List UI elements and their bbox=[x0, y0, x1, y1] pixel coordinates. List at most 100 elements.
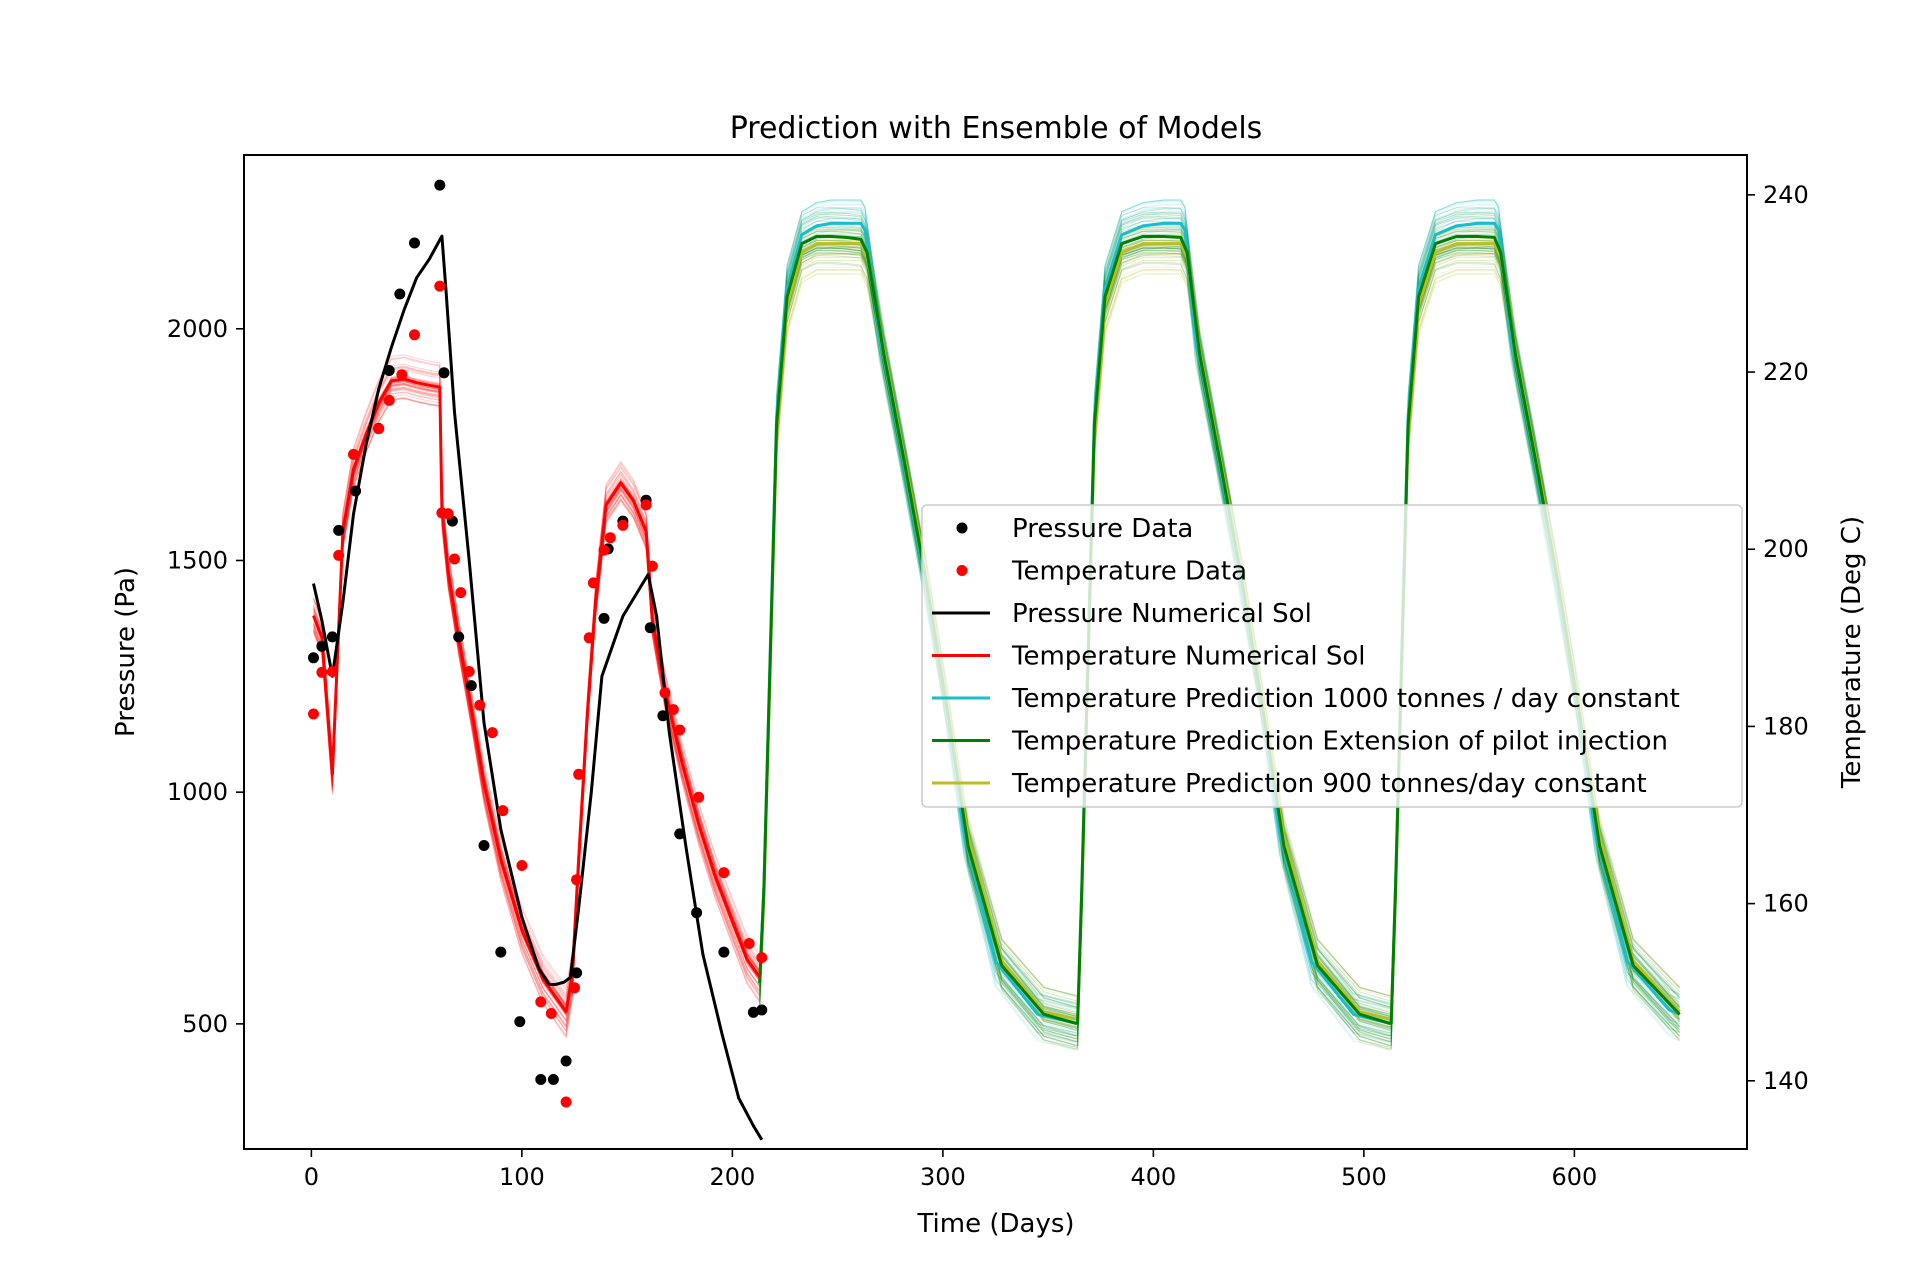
temperature-data-point bbox=[383, 394, 395, 406]
temperature-data-point bbox=[516, 860, 528, 871]
ensemble-member-line bbox=[759, 262, 1680, 1037]
temperature-data-point bbox=[667, 704, 679, 716]
pressure-data-point bbox=[350, 485, 362, 497]
ensemble-member-line bbox=[759, 208, 1680, 1026]
ensemble-member-line bbox=[759, 260, 1680, 1027]
ensemble-member-line bbox=[759, 247, 1680, 1046]
ensemble-member-line bbox=[759, 252, 1680, 1018]
temperature-data-point bbox=[326, 666, 338, 677]
ensemble-member-line bbox=[759, 249, 1680, 1025]
temperature-data-point bbox=[560, 1096, 572, 1108]
ensemble-member-line bbox=[759, 215, 1680, 1017]
pressure-data-point bbox=[644, 622, 656, 634]
temperature-data-point bbox=[640, 499, 652, 511]
ensemble-member-line bbox=[759, 250, 1680, 1050]
temperature-data-point bbox=[587, 577, 599, 589]
temperature-data-point bbox=[545, 1008, 557, 1019]
pressure-data-point bbox=[514, 1016, 526, 1028]
ensemble-member-line bbox=[759, 230, 1680, 1051]
ensemble-member-line bbox=[759, 207, 1680, 1017]
ensemble-member-line bbox=[759, 253, 1680, 1030]
legend: Pressure Data Temperature Data Pressure Nu… bbox=[921, 504, 1743, 808]
ensemble-member-line bbox=[759, 255, 1680, 1021]
ensemble-member-line bbox=[759, 245, 1680, 1029]
ensemble-member-line bbox=[759, 253, 1680, 1044]
pressure-data-point bbox=[326, 631, 338, 643]
ensemble-member-line bbox=[759, 247, 1680, 1005]
ensemble-member-line bbox=[759, 249, 1680, 1031]
pressure-data-point bbox=[756, 1004, 768, 1016]
points-layer bbox=[308, 179, 768, 1108]
temperature-data-point bbox=[535, 996, 547, 1008]
pressure-data-point bbox=[598, 612, 610, 624]
temperature-data-point bbox=[396, 369, 408, 381]
x-tick-label: 400 bbox=[1130, 1163, 1176, 1191]
ensemble-member-line bbox=[759, 199, 1680, 1012]
temperature-data-point bbox=[497, 805, 509, 817]
ensemble-member-line bbox=[759, 259, 1680, 1048]
temperature-data-point bbox=[434, 280, 446, 292]
chart-title: Prediction with Ensemble of Models bbox=[730, 111, 1263, 146]
x-tick-label: 100 bbox=[499, 1163, 545, 1191]
temperature-data-point bbox=[569, 982, 580, 994]
temperature-data-point bbox=[409, 329, 420, 341]
temperature-data-point bbox=[463, 666, 475, 677]
ensemble-member-line bbox=[759, 273, 1680, 1028]
ensemble-member-line bbox=[759, 252, 1680, 1025]
temperature-data-point bbox=[571, 874, 583, 886]
pressure-data-point bbox=[409, 237, 420, 249]
temperature-data-point bbox=[442, 508, 454, 520]
pressure-data-point bbox=[394, 288, 406, 300]
ensemble-member-line bbox=[759, 257, 1680, 1027]
ensemble-member-line bbox=[759, 217, 1680, 1029]
axes-layer: 0 100 200 300 400 500 600 500 1000 1500 2000 140 160… bbox=[167, 181, 1809, 1191]
legend-label: Pressure Data bbox=[1012, 514, 1193, 544]
temperature-data-point bbox=[693, 791, 705, 803]
ensemble-member-line bbox=[759, 269, 1680, 1039]
y-right-tick-label: 160 bbox=[1763, 890, 1809, 918]
ensemble-member-line bbox=[759, 247, 1680, 1047]
temperature-data-point bbox=[756, 952, 768, 964]
ensemble-member-line bbox=[759, 231, 1680, 997]
temperature-data-point bbox=[583, 632, 595, 644]
ensemble-member-line bbox=[759, 199, 1680, 1021]
temperature-data-point bbox=[718, 867, 730, 879]
y-left-tick-label: 1000 bbox=[167, 778, 228, 806]
temperature-data-point bbox=[373, 423, 385, 435]
y-right-tick-label: 220 bbox=[1763, 358, 1809, 386]
x-axis-label: Time (Days) bbox=[916, 1209, 1074, 1239]
y-right-tick-label: 180 bbox=[1763, 712, 1809, 740]
ensemble-member-line bbox=[759, 233, 1680, 1026]
pressure-data-point bbox=[560, 1055, 572, 1067]
pressure-data-point bbox=[547, 1074, 559, 1085]
temperature-data-point bbox=[474, 699, 486, 711]
pressure-data-point bbox=[571, 967, 583, 979]
pressure-data-point bbox=[438, 367, 450, 379]
y-left-tick-label: 1500 bbox=[167, 546, 228, 574]
ensemble-member-line bbox=[759, 213, 1680, 1008]
legend-label: Temperature Prediction 900 tonnes/day co… bbox=[1011, 769, 1647, 799]
pressure-data-point bbox=[495, 946, 507, 958]
temperature-data-point bbox=[348, 448, 359, 460]
temperature-data-point bbox=[617, 519, 629, 531]
ensemble-member-line bbox=[759, 252, 1680, 1033]
ensemble-member-line bbox=[759, 250, 1680, 1050]
ensemble-member-line bbox=[759, 270, 1680, 1024]
x-tick-label: 500 bbox=[1341, 1163, 1387, 1191]
pressure-data-point bbox=[691, 907, 703, 919]
ensemble-member-line bbox=[759, 230, 1680, 996]
ensemble-member-line bbox=[759, 199, 1680, 1004]
legend-label: Temperature Data bbox=[1011, 557, 1247, 587]
ensemble-member-line bbox=[759, 208, 1680, 1033]
pressure-data-point bbox=[535, 1074, 547, 1085]
prediction-pilot-line bbox=[758, 235, 1681, 1025]
ensemble-member-line bbox=[759, 201, 1680, 1003]
legend-box bbox=[921, 504, 1743, 808]
ensemble-member-line bbox=[759, 210, 1680, 1032]
legend-marker bbox=[956, 565, 968, 576]
temperature-data-point bbox=[333, 549, 345, 561]
pressure-numerical-line bbox=[312, 234, 764, 1141]
ensemble-member-line bbox=[759, 247, 1680, 1028]
pressure-data-point bbox=[453, 631, 465, 643]
